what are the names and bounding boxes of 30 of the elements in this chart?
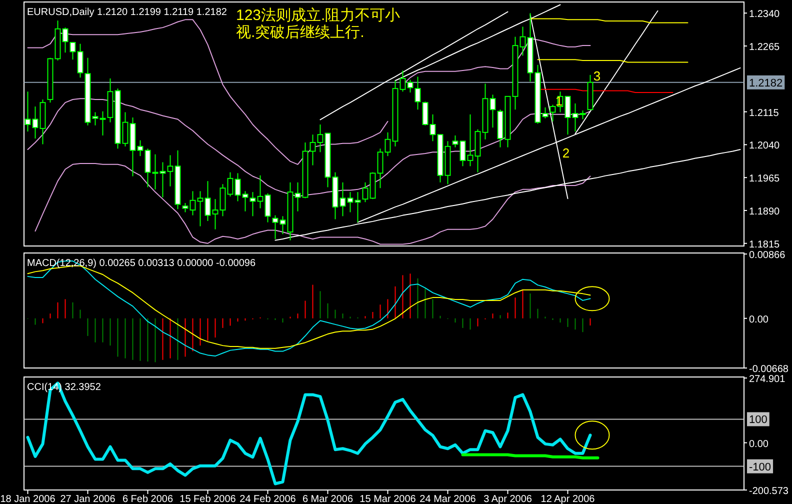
x-tick-label: 24 Mar 2006: [420, 494, 476, 504]
annotation: 3: [593, 68, 601, 84]
y-tick-label: 1.2265: [749, 42, 780, 53]
x-tick-label: 24 Feb 2006: [240, 494, 296, 504]
y-tick-label: -200.573: [749, 486, 789, 497]
y-tick-label: 0.00866: [749, 250, 786, 261]
x-tick-label: 15 Mar 2006: [360, 494, 416, 504]
x-tick-label: 15 Feb 2006: [180, 494, 236, 504]
ref-line-label: 100: [749, 414, 768, 426]
y-tick-label: 1.1965: [749, 174, 780, 185]
ref-line-label: 1.2182: [749, 77, 783, 90]
x-tick-label: 18 Jan 2006: [0, 494, 56, 504]
chart-title: EURUSD,Daily 1.2120 1.2199 1.2119 1.2182: [27, 7, 228, 18]
x-tick-label: 12 Apr 2006: [540, 494, 596, 504]
y-tick-label: 1.2115: [749, 108, 780, 119]
y-tick-label: 0.00: [749, 314, 769, 326]
y-tick-label: -0.00668: [749, 364, 789, 375]
x-tick-label: 27 Jan 2006: [60, 494, 116, 504]
x-tick-label: 3 Apr 2006: [484, 494, 532, 504]
y-tick-label: 1.1815: [749, 239, 780, 250]
annotation: 2: [562, 146, 570, 160]
annotation: 123法则成立.阻力不可小视.突破后继续上行.: [236, 7, 400, 41]
ref-line-label: -100: [749, 461, 772, 474]
x-tick-label: 6 Feb 2006: [122, 494, 174, 504]
y-tick-label: 1.1890: [749, 206, 780, 218]
x-tick-label: 6 Mar 2006: [302, 494, 354, 504]
y-tick-label: 1.2040: [749, 140, 780, 152]
y-tick-label: 0.00: [749, 438, 769, 450]
y-tick-label: 1.2340: [749, 9, 780, 20]
y-tick-label: 274.901: [749, 374, 786, 385]
